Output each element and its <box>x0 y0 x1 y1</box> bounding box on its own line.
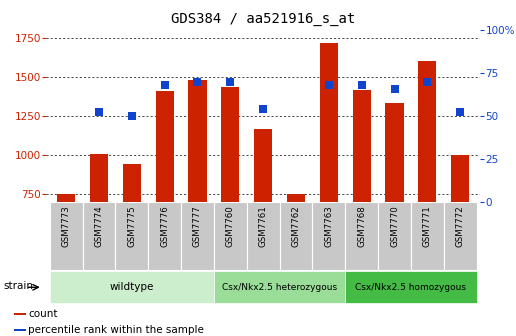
Text: GSM7768: GSM7768 <box>357 205 366 247</box>
Bar <box>214 202 247 270</box>
Text: GSM7774: GSM7774 <box>94 205 104 247</box>
Text: count: count <box>28 309 58 319</box>
Bar <box>287 194 305 202</box>
Text: GSM7763: GSM7763 <box>325 205 333 247</box>
Bar <box>451 155 469 202</box>
Text: percentile rank within the sample: percentile rank within the sample <box>28 325 204 335</box>
Text: GSM7770: GSM7770 <box>390 205 399 247</box>
Point <box>325 82 333 88</box>
Point <box>127 113 136 119</box>
Point <box>423 79 431 84</box>
Text: GSM7762: GSM7762 <box>292 205 300 247</box>
Text: wildtype: wildtype <box>109 282 154 292</box>
Bar <box>352 90 370 202</box>
Bar <box>418 60 437 202</box>
Bar <box>90 154 108 202</box>
Point <box>226 79 234 84</box>
Bar <box>214 271 345 303</box>
Point <box>358 82 366 88</box>
Bar <box>221 87 239 202</box>
Bar <box>444 202 477 270</box>
Text: GSM7777: GSM7777 <box>193 205 202 247</box>
Point <box>194 79 202 84</box>
Bar <box>83 202 116 270</box>
Bar <box>385 103 404 202</box>
Point <box>160 82 169 88</box>
Bar <box>280 202 312 270</box>
Text: GSM7772: GSM7772 <box>456 205 465 247</box>
Bar <box>123 164 141 202</box>
Bar <box>181 202 214 270</box>
Title: GDS384 / aa521916_s_at: GDS384 / aa521916_s_at <box>171 12 356 27</box>
Point <box>391 86 399 91</box>
Bar <box>247 202 280 270</box>
Text: GSM7771: GSM7771 <box>423 205 432 247</box>
Bar <box>345 271 477 303</box>
Text: GSM7761: GSM7761 <box>259 205 268 247</box>
Bar <box>50 202 83 270</box>
Text: GSM7776: GSM7776 <box>160 205 169 247</box>
Bar <box>188 80 206 202</box>
Bar <box>254 129 272 202</box>
Bar <box>312 202 345 270</box>
Bar <box>156 91 174 202</box>
Bar <box>148 202 181 270</box>
Text: GSM7760: GSM7760 <box>226 205 235 247</box>
Bar <box>14 313 26 316</box>
Text: Csx/Nkx2.5 homozygous: Csx/Nkx2.5 homozygous <box>356 283 466 292</box>
Text: Csx/Nkx2.5 heterozygous: Csx/Nkx2.5 heterozygous <box>222 283 337 292</box>
Point <box>259 107 267 112</box>
Bar <box>320 43 338 202</box>
Text: strain: strain <box>4 281 34 291</box>
Bar <box>50 271 214 303</box>
Bar <box>345 202 378 270</box>
Bar <box>14 329 26 331</box>
Bar <box>116 202 148 270</box>
Bar <box>57 194 75 202</box>
Bar <box>378 202 411 270</box>
Bar <box>411 202 444 270</box>
Point <box>456 110 464 115</box>
Text: GSM7775: GSM7775 <box>127 205 136 247</box>
Text: GSM7773: GSM7773 <box>61 205 71 247</box>
Point <box>95 110 103 115</box>
